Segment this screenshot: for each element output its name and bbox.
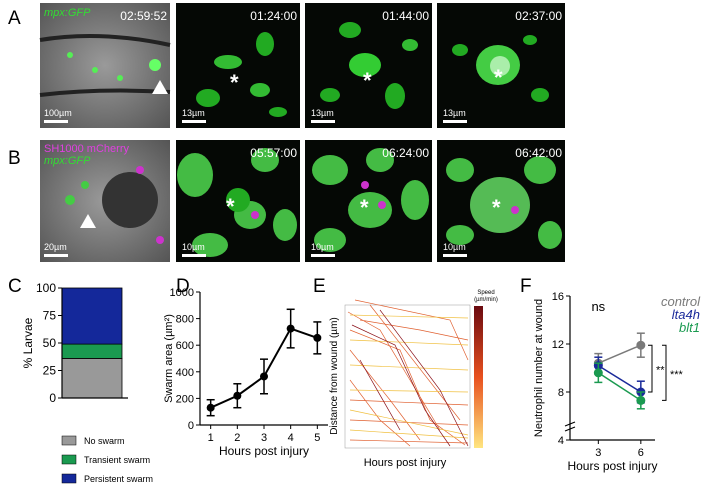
scale-bar-label: 10µm (443, 242, 466, 252)
legend-swatch (61, 454, 77, 465)
scale-bar-label: 13µm (182, 108, 205, 118)
x-tick-label: 3 (261, 432, 267, 444)
annotation: ns (591, 299, 605, 314)
y-tick-label: 1000 (170, 287, 194, 299)
legend-swatch (61, 473, 77, 484)
y-tick-label: 12 (552, 339, 564, 351)
track-plot (344, 299, 483, 449)
wound-marker: * (494, 65, 503, 90)
timestamp: 06:24:00 (382, 146, 429, 160)
panel-label: F (520, 276, 532, 297)
image-row-a (39, 3, 565, 128)
timestamp: 02:59:52 (120, 9, 167, 23)
wound-marker: * (226, 194, 235, 219)
y-tick-label: 16 (552, 291, 564, 303)
significance-bracket (648, 344, 653, 393)
x-axis-label: Hours post injury (219, 444, 309, 458)
timestamp: 06:42:00 (515, 146, 562, 160)
data-line (597, 372, 642, 402)
panel-label: B (8, 148, 21, 169)
y-tick-label: 200 (176, 393, 194, 405)
wound-marker: * (363, 68, 372, 93)
annotation: ** (656, 365, 665, 377)
timestamp: 01:44:00 (382, 9, 429, 23)
data-line (598, 344, 642, 364)
y-tick-label: 0 (188, 420, 194, 432)
y-tick-label: 100 (36, 281, 56, 295)
y-tick-label: 800 (176, 314, 194, 326)
timestamp: 05:57:00 (250, 146, 297, 160)
x-tick-label: 4 (288, 432, 294, 444)
data-point (206, 403, 215, 412)
colorbar-label: Speed (477, 290, 494, 296)
x-tick-label: 5 (314, 432, 320, 444)
y-axis-label: Neutrophil number at wound (533, 299, 545, 437)
panel-label: C (8, 276, 22, 297)
bar-segment (61, 287, 123, 345)
y-tick-label: 400 (176, 367, 194, 379)
data-point (313, 333, 322, 342)
y-tick-label: 600 (176, 340, 194, 352)
bar-segment (61, 343, 123, 359)
x-tick-label: 1 (208, 432, 214, 444)
scale-bar-label: 13µm (311, 108, 334, 118)
data-point (233, 391, 242, 400)
axis-label: Distance from wound (µm) (329, 317, 340, 434)
legend-label: No swarm (84, 436, 125, 446)
y-axis-label: Swarm area (µm²) (163, 314, 175, 403)
x-tick-label: 6 (638, 447, 644, 459)
channel-label: SH1000 mCherry (44, 143, 129, 155)
y-tick-label: 25 (43, 364, 57, 378)
wound-marker: * (360, 195, 369, 220)
panel-label: A (8, 8, 21, 29)
y-tick-label: 4 (558, 435, 564, 447)
legend-swatch (61, 435, 77, 446)
legend-label: control (661, 294, 701, 309)
panel-label: E (313, 276, 326, 297)
y-tick-label: 50 (43, 336, 57, 350)
colorbar-label: (µm/min) (474, 297, 498, 303)
scale-bar-label: 100µm (44, 108, 72, 118)
axis-break (564, 421, 576, 432)
image (40, 3, 170, 128)
x-tick-label: 3 (595, 447, 601, 459)
data-point (260, 372, 268, 381)
scale-bar-label: 10µm (182, 242, 205, 252)
y-tick-label: 0 (49, 391, 56, 405)
bar-segment (61, 357, 123, 399)
wound-marker: * (230, 70, 239, 95)
y-tick-label: 75 (43, 309, 57, 323)
legend-label: lta4h (672, 307, 700, 322)
timestamp: 02:37:00 (515, 9, 562, 23)
timestamp: 01:24:00 (250, 9, 297, 23)
y-tick-label: 8 (558, 387, 564, 399)
scale-bar-label: 10µm (311, 242, 334, 252)
axis-label: Hours post injury (364, 457, 447, 469)
panel-label: D (176, 276, 190, 297)
x-axis-label: Hours post injury (567, 459, 657, 473)
scale-bar-label: 13µm (443, 108, 466, 118)
channel-label: mpx:GFP (44, 155, 91, 167)
data-point (636, 395, 646, 405)
data-point (636, 340, 646, 350)
legend-label: blt1 (679, 320, 700, 335)
scale-bar-label: 20µm (44, 242, 67, 252)
data-point (593, 368, 603, 378)
annotation: *** (670, 369, 684, 381)
significance-bracket (662, 344, 667, 401)
data-line (597, 364, 642, 393)
legend-label: Persistent swarm (84, 474, 153, 484)
legend-label: Transient swarm (84, 455, 150, 465)
x-tick-label: 2 (234, 432, 240, 444)
wound-marker: * (492, 195, 501, 220)
y-axis-label: % Larvae (21, 317, 35, 368)
image-row-b (40, 140, 565, 262)
data-point (286, 324, 295, 333)
channel-label: mpx:GFP (44, 7, 91, 19)
